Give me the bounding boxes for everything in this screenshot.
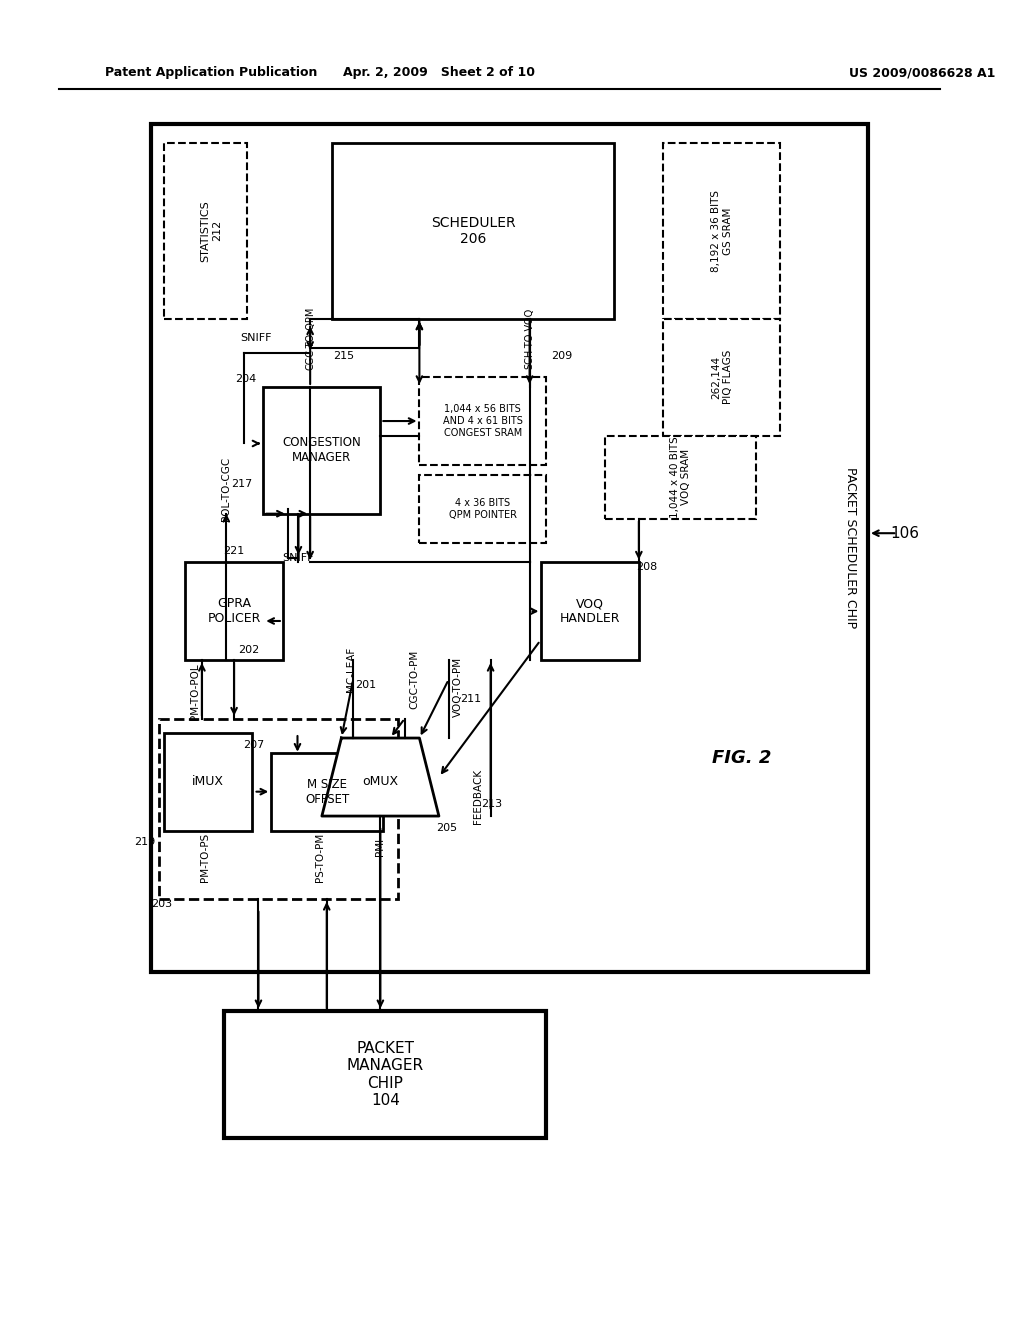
Text: 205: 205 [436,822,458,833]
FancyBboxPatch shape [164,733,252,830]
Text: PACKET
MANAGER
CHIP
104: PACKET MANAGER CHIP 104 [347,1041,424,1107]
Text: 208: 208 [636,562,657,573]
FancyBboxPatch shape [164,143,247,318]
Text: CONGESTION
MANAGER: CONGESTION MANAGER [283,437,361,465]
FancyBboxPatch shape [159,718,398,899]
Text: 221: 221 [223,545,245,556]
Text: 8,192 x 36 BITS
GS SRAM: 8,192 x 36 BITS GS SRAM [711,190,732,272]
Text: FEEDBACK: FEEDBACK [473,770,483,824]
FancyBboxPatch shape [224,1011,546,1138]
FancyBboxPatch shape [542,562,639,660]
Text: 211: 211 [461,694,481,704]
Text: 215: 215 [334,351,354,360]
Text: 212: 212 [212,220,222,242]
Text: iMUX: iMUX [191,775,224,788]
FancyBboxPatch shape [185,562,283,660]
Text: 219: 219 [134,837,155,847]
Text: CGC-TO-QPM: CGC-TO-QPM [305,306,315,370]
Text: 217: 217 [231,479,253,490]
Text: 106: 106 [891,525,920,541]
Text: PM-TO-PS: PM-TO-PS [200,833,210,882]
Text: PM-TO-POL: PM-TO-POL [190,664,200,721]
Text: 4 x 36 BITS
QPM POINTER: 4 x 36 BITS QPM POINTER [449,498,517,520]
Text: US 2009/0086628 A1: US 2009/0086628 A1 [849,66,995,79]
FancyBboxPatch shape [271,752,383,830]
Text: PACKET SCHEDULER CHIP: PACKET SCHEDULER CHIP [844,467,857,628]
Polygon shape [322,738,439,816]
FancyBboxPatch shape [605,436,756,519]
Text: 1,044 x 56 BITS
AND 4 x 61 BITS
CONGEST SRAM: 1,044 x 56 BITS AND 4 x 61 BITS CONGEST … [442,404,522,438]
Text: 203: 203 [152,899,172,909]
Text: VOQ
HANDLER: VOQ HANDLER [560,597,621,626]
FancyBboxPatch shape [263,387,380,513]
FancyBboxPatch shape [332,143,614,318]
Text: oMUX: oMUX [362,775,398,788]
Text: 207: 207 [243,739,264,750]
Text: STATISTICS: STATISTICS [201,199,210,261]
Text: CGC-TO-PM: CGC-TO-PM [410,649,420,709]
FancyBboxPatch shape [664,318,780,436]
Text: 202: 202 [239,645,259,655]
Text: 209: 209 [551,351,572,360]
Text: SCHEDULER
206: SCHEDULER 206 [431,215,515,246]
Text: SNIFF: SNIFF [240,333,271,343]
Text: 213: 213 [481,800,502,809]
Text: 201: 201 [355,680,377,690]
Text: FIG. 2: FIG. 2 [712,748,771,767]
Text: PS-TO-PM: PS-TO-PM [315,833,325,882]
FancyBboxPatch shape [152,124,868,972]
Text: 1,044 x 40 BITS
VOQ SRAM: 1,044 x 40 BITS VOQ SRAM [670,436,691,517]
Text: Apr. 2, 2009   Sheet 2 of 10: Apr. 2, 2009 Sheet 2 of 10 [343,66,535,79]
FancyBboxPatch shape [420,378,546,465]
Text: GPRA
POLICER: GPRA POLICER [208,597,261,626]
FancyBboxPatch shape [664,143,780,318]
Text: 262,144
PIQ FLAGS: 262,144 PIQ FLAGS [711,350,732,404]
Text: SCH-TO-VOQ: SCH-TO-VOQ [524,308,535,368]
Text: VOQ-TO-PM: VOQ-TO-PM [454,657,464,717]
Text: MC-LEAF: MC-LEAF [346,647,356,693]
Text: POL-TO-CGC: POL-TO-CGC [221,457,231,521]
Text: 204: 204 [236,374,256,384]
Text: PMI: PMI [376,838,385,857]
Text: SNIFF: SNIFF [283,553,314,562]
FancyBboxPatch shape [420,475,546,543]
Text: M SIZE
OFFSET: M SIZE OFFSET [305,777,349,805]
Text: Patent Application Publication: Patent Application Publication [105,66,317,79]
